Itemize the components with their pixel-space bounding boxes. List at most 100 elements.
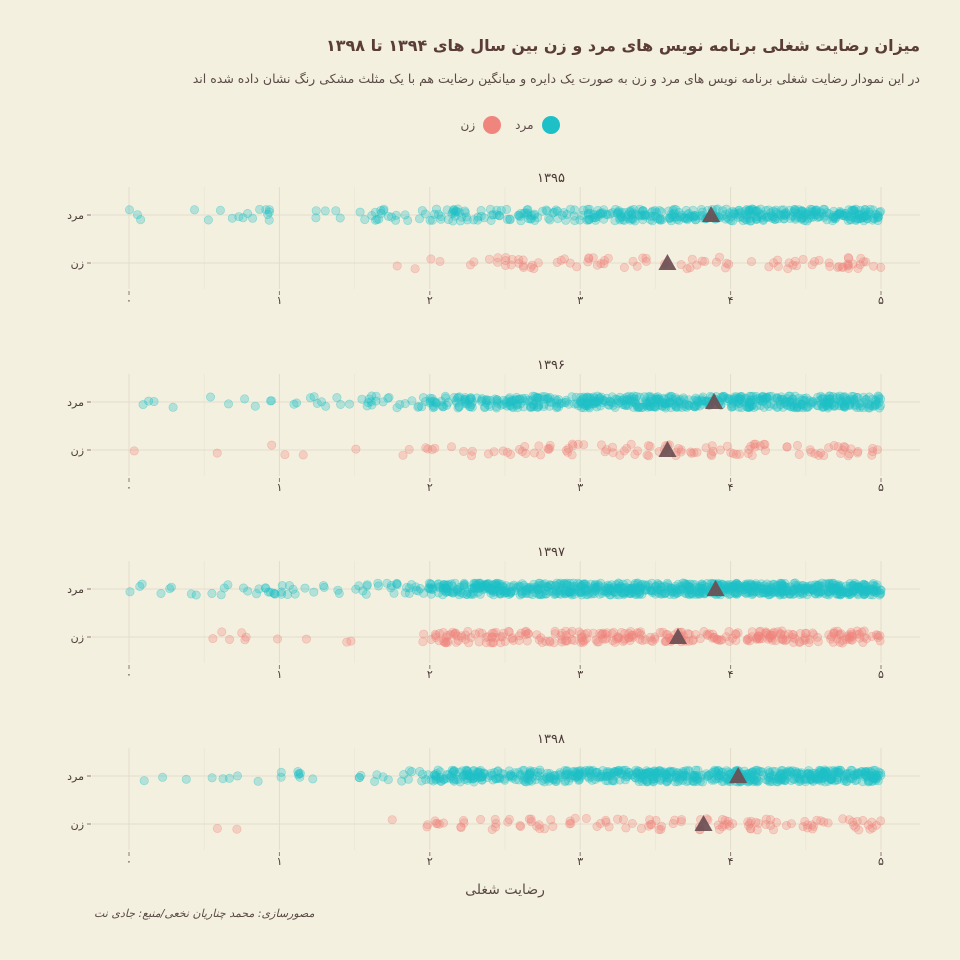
data-point-male (674, 215, 684, 225)
data-point-male (473, 215, 483, 225)
data-point-male (441, 393, 451, 403)
data-point-female (805, 445, 815, 455)
data-point-female (217, 627, 227, 637)
data-point-male (309, 392, 319, 402)
data-point-male (855, 214, 865, 224)
data-point-male (495, 211, 505, 221)
data-point-female (225, 634, 235, 644)
data-point-male (263, 210, 273, 220)
data-point-male (424, 578, 434, 588)
data-point-female (619, 635, 629, 645)
data-point-male (610, 216, 620, 226)
data-point-female (784, 258, 794, 268)
data-point-male (593, 211, 603, 221)
y-tick-label: زن (71, 631, 84, 644)
data-point-male (671, 212, 681, 222)
data-point-female (743, 817, 753, 827)
data-point-male (861, 767, 871, 777)
data-point-male (596, 769, 606, 779)
data-point-male (807, 205, 817, 215)
data-point-male (319, 582, 329, 592)
data-point-male (499, 395, 509, 405)
data-point-female (858, 257, 868, 267)
data-point-male (861, 211, 871, 221)
data-point-male (569, 211, 579, 221)
data-point-male (832, 210, 842, 220)
data-point-female (527, 260, 537, 270)
data-point-female (752, 633, 762, 643)
data-point-male (766, 208, 776, 218)
data-point-female (847, 629, 857, 639)
data-point-male (682, 213, 692, 223)
data-point-male (428, 776, 438, 786)
data-point-male (767, 212, 777, 222)
data-point-male (745, 214, 755, 224)
data-point-male (819, 204, 829, 214)
data-point-male (487, 210, 497, 220)
data-point-male (781, 210, 791, 220)
data-point-male (657, 215, 667, 225)
data-point-male (801, 209, 811, 219)
data-point-male (464, 768, 474, 778)
data-point-male (688, 212, 698, 222)
data-point-male (541, 205, 551, 215)
data-point-male (613, 207, 623, 217)
data-point-male (634, 402, 644, 412)
data-point-female (633, 446, 643, 456)
y-tick-label: مرد (67, 396, 84, 409)
data-point-male (675, 212, 685, 222)
data-point-male (846, 215, 856, 225)
data-point-male (824, 209, 834, 219)
data-point-male (855, 206, 865, 216)
data-point-male (801, 402, 811, 412)
data-point-male (575, 215, 585, 225)
data-point-male (439, 775, 449, 785)
data-point-male (552, 401, 562, 411)
data-point-male (864, 207, 874, 217)
data-point-female (418, 637, 428, 647)
data-point-male (266, 396, 276, 406)
data-point-male (203, 215, 213, 225)
data-point-male (721, 214, 731, 224)
data-point-male (689, 770, 699, 780)
data-point-male (859, 208, 869, 218)
data-point-male (747, 590, 757, 600)
data-point-male (650, 206, 660, 216)
data-point-male (442, 580, 452, 590)
data-point-male (284, 581, 294, 591)
data-point-female (596, 259, 606, 269)
data-point-male (657, 401, 667, 411)
x-tick-label: ۳ (577, 668, 583, 681)
data-point-female (446, 442, 456, 452)
data-point-male (553, 395, 563, 405)
data-point-male (333, 585, 343, 595)
data-point-male (797, 206, 807, 216)
mean-marker-female (658, 254, 677, 270)
data-point-male (139, 776, 149, 786)
data-point-male (136, 215, 146, 225)
data-point-male (243, 209, 253, 219)
data-point-male (787, 211, 797, 221)
data-point-female (809, 257, 819, 267)
data-point-male (638, 206, 648, 216)
data-point-male (264, 205, 274, 215)
data-point-female (720, 263, 730, 273)
data-point-male (834, 209, 844, 219)
data-point-female (463, 626, 473, 636)
data-point-male (810, 205, 820, 215)
data-point-male (789, 205, 799, 215)
data-point-female (861, 257, 871, 267)
data-point-male (561, 215, 571, 225)
data-point-female (788, 260, 798, 270)
data-point-male (827, 770, 837, 780)
data-point-male (574, 773, 584, 783)
data-point-male (515, 212, 525, 222)
data-point-male (529, 209, 539, 219)
data-point-male (684, 209, 694, 219)
y-tick-label: زن (71, 444, 84, 457)
x-tick-label: ۳ (577, 294, 583, 307)
data-point-female (445, 630, 455, 640)
data-point-male (734, 206, 744, 216)
data-point-male (824, 394, 834, 404)
